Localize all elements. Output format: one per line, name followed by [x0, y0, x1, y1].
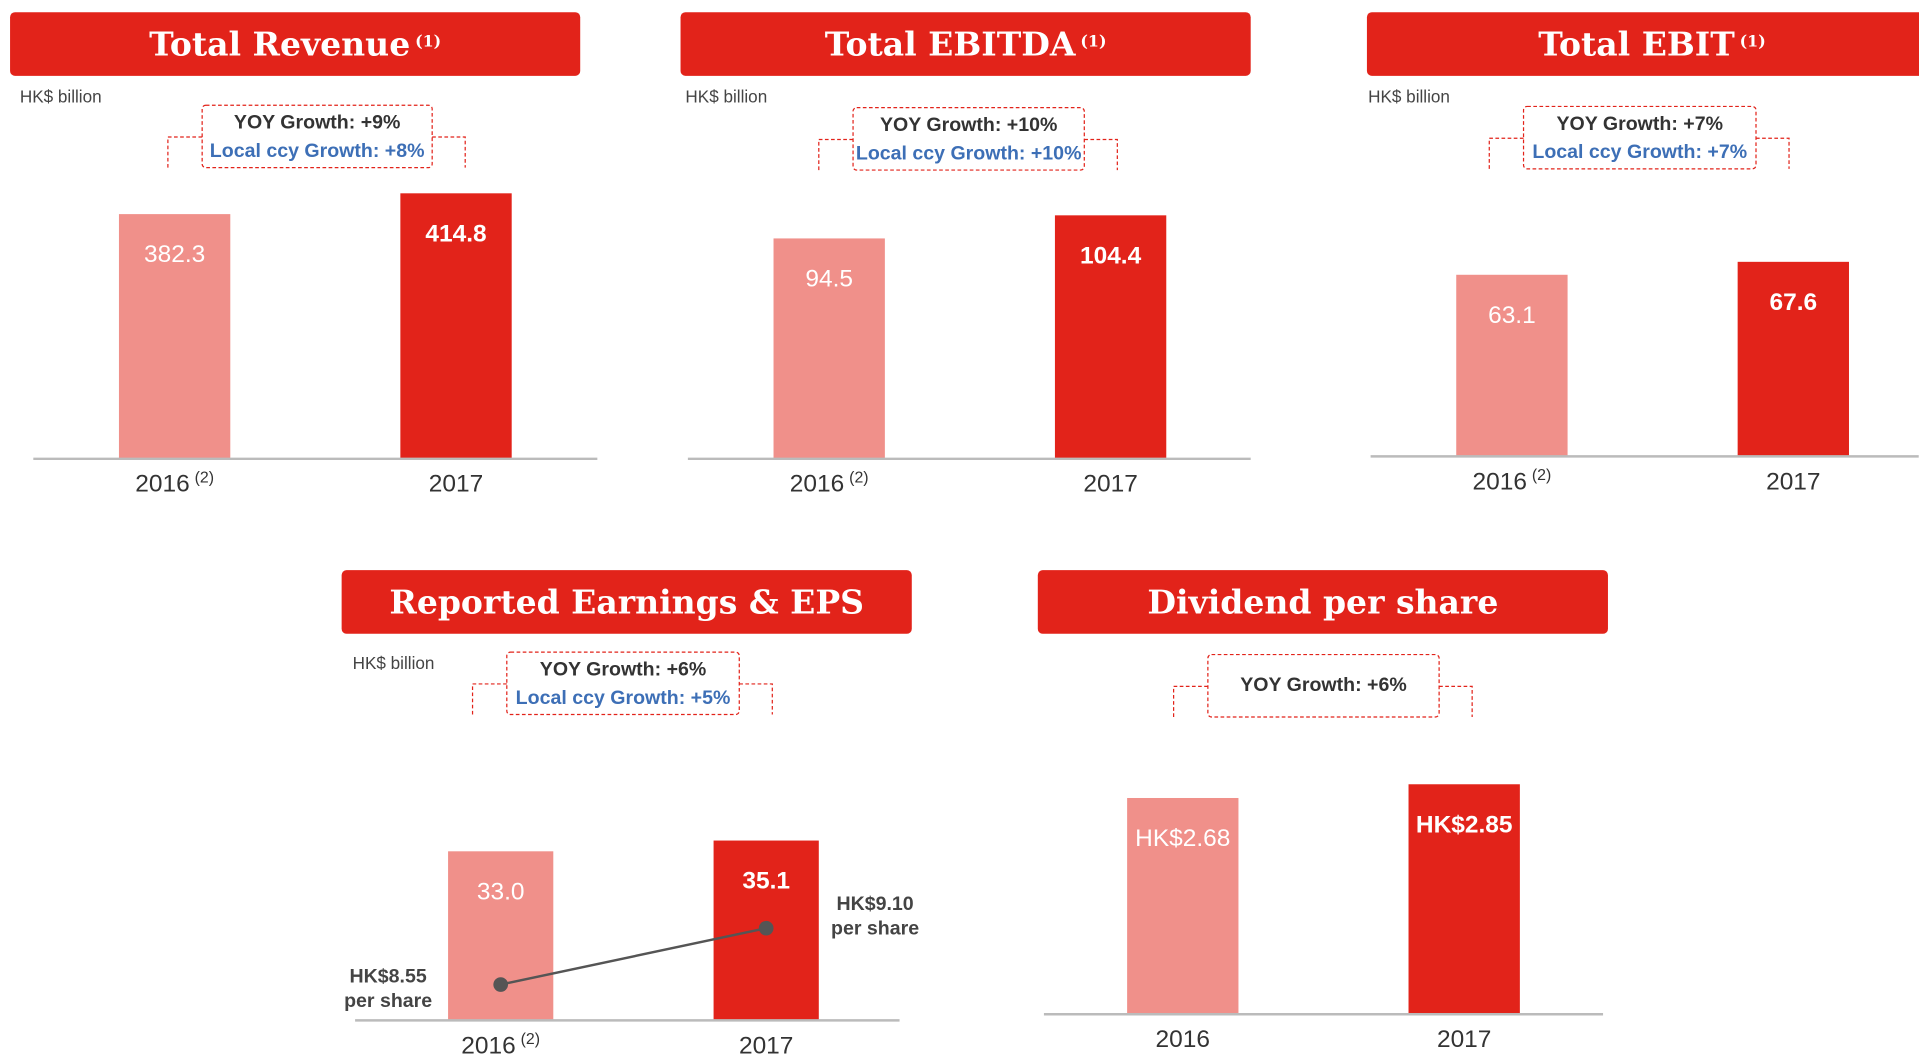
bar [1054, 215, 1167, 459]
category-label: 2017 [739, 1033, 793, 1060]
chart-title: Total Revenue (1) [149, 24, 441, 63]
category-label: 2017 [1766, 469, 1820, 496]
chart-title: Total EBITDA (1) [825, 24, 1107, 63]
eps-point [493, 977, 509, 992]
title-text: Dividend per share [1147, 582, 1498, 621]
title-note: (1) [1740, 31, 1766, 50]
title-note: (1) [1080, 31, 1106, 50]
category-text: 2016 [461, 1033, 515, 1060]
chart-header [1037, 570, 1608, 634]
annotation-bracket [1439, 685, 1473, 717]
chart-header [341, 570, 912, 634]
annotation-text: YOY Growth: +6% [1240, 674, 1407, 696]
category-note: (2) [1532, 467, 1551, 484]
annotation-text: Local ccy Growth: +8% [210, 140, 425, 162]
category-text: 2016 [790, 471, 844, 498]
value-label: 104.4 [1080, 242, 1142, 269]
value-label: 35.1 [742, 868, 790, 895]
bar [1408, 784, 1520, 1015]
bar [118, 214, 231, 459]
category-note: (2) [195, 470, 214, 487]
value-label: 94.5 [805, 265, 853, 292]
annotation-bracket [1756, 137, 1790, 169]
annotation-text: YOY Growth: +7% [1557, 113, 1724, 135]
category-label: 2017 [1083, 471, 1137, 498]
category-text: 2017 [1437, 1027, 1491, 1054]
bar [1737, 261, 1849, 457]
annotation-bracket [432, 136, 466, 168]
category-label: 2017 [1437, 1027, 1491, 1054]
chart-title: Reported Earnings & EPS [389, 582, 864, 621]
annotation-text: Local ccy Growth: +5% [516, 687, 731, 709]
eps-line [500, 926, 767, 986]
category-text: 2016 [1156, 1027, 1210, 1054]
annotation-bracket [818, 138, 854, 171]
category-text: 2016 [135, 471, 189, 498]
bar [773, 238, 885, 459]
annotation-box [201, 104, 433, 169]
category-label: 2016 (2) [790, 470, 869, 499]
annotation-text: YOY Growth: +10% [880, 114, 1057, 136]
category-text: 2017 [1083, 471, 1137, 498]
value-label: 67.6 [1770, 289, 1818, 316]
annotation-text: Local ccy Growth: +10% [856, 142, 1082, 164]
eps-label: HK$9.10 [836, 893, 913, 915]
annotation-bracket [1173, 685, 1208, 717]
value-label: 33.0 [477, 878, 525, 905]
title-text: Reported Earnings & EPS [389, 582, 864, 621]
category-label: 2017 [429, 471, 483, 498]
annotation-bracket [167, 136, 203, 168]
category-label: 2016 (2) [461, 1031, 540, 1060]
chart-header [1366, 12, 1919, 76]
category-label: 2016 (2) [135, 470, 214, 499]
bar [448, 851, 554, 1021]
category-label: 2016 [1156, 1027, 1210, 1054]
annotation-bracket [739, 683, 773, 715]
annotation-text: YOY Growth: +6% [540, 659, 707, 681]
value-label: 63.1 [1488, 302, 1536, 329]
title-text: Total EBIT [1538, 24, 1735, 63]
eps-point [758, 920, 774, 936]
title-text: Total Revenue [149, 24, 410, 63]
value-label: 382.3 [144, 241, 205, 268]
value-label: 414.8 [425, 220, 486, 247]
value-label: HK$2.68 [1135, 825, 1230, 852]
chart-title: Total EBIT (1) [1538, 24, 1766, 63]
title-note: (1) [415, 31, 441, 50]
bar [400, 193, 512, 459]
title-text: Total EBITDA [825, 24, 1076, 63]
bar [1456, 274, 1568, 457]
value-label: HK$2.85 [1416, 811, 1513, 838]
unit-label: HK$ billion [353, 654, 435, 673]
eps-suffix: per share [831, 918, 919, 940]
category-text: 2017 [739, 1033, 793, 1060]
annotation-bracket [471, 683, 507, 715]
category-text: 2016 [1473, 469, 1527, 496]
category-text: 2017 [429, 471, 483, 498]
unit-label: HK$ billion [20, 87, 102, 106]
chart-header [10, 12, 581, 76]
eps-label: HK$8.55 [350, 965, 427, 987]
category-note: (2) [849, 470, 868, 487]
category-text: 2017 [1766, 469, 1820, 496]
chart-header [680, 12, 1251, 76]
category-note: (2) [521, 1031, 540, 1048]
bar [1127, 797, 1239, 1015]
annotation-bracket [1084, 138, 1118, 171]
chart-title: Dividend per share [1147, 582, 1498, 621]
annotation-text: Local ccy Growth: +7% [1532, 141, 1747, 163]
eps-suffix: per share [344, 990, 432, 1012]
annotation-text: YOY Growth: +9% [234, 112, 401, 134]
unit-label: HK$ billion [685, 87, 767, 106]
category-label: 2016 (2) [1473, 467, 1552, 496]
unit-label: HK$ billion [1368, 87, 1450, 106]
annotation-bracket [1488, 137, 1524, 169]
